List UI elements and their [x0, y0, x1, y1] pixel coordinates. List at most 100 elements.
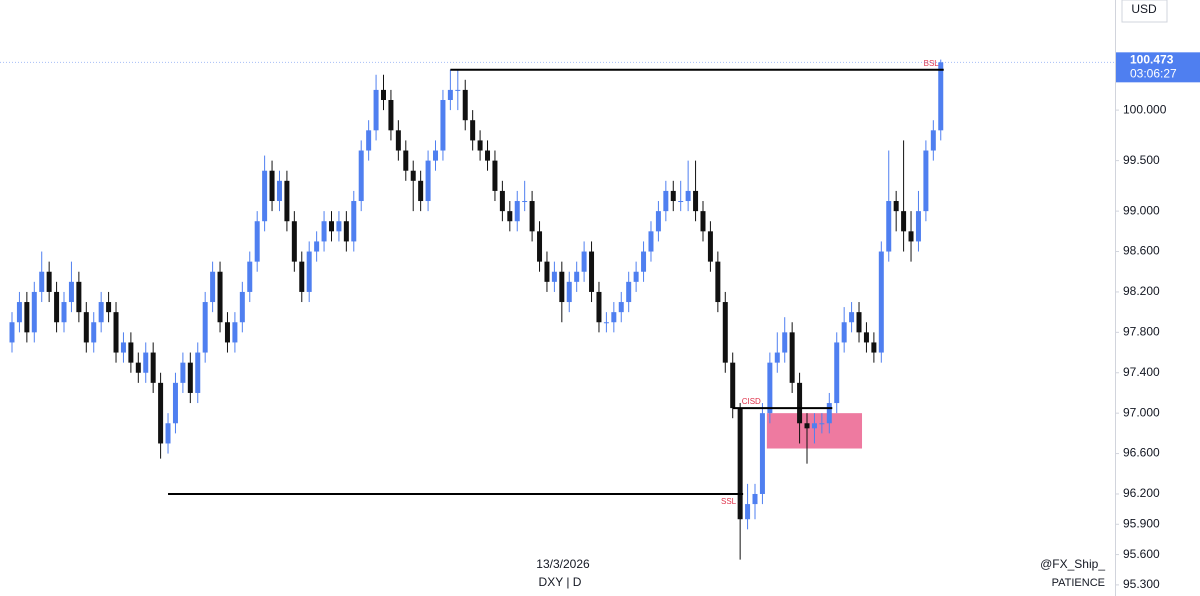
- candle-body: [165, 423, 171, 444]
- candle-body: [239, 291, 245, 323]
- candle-body: [544, 261, 550, 282]
- candle-body: [46, 271, 52, 292]
- candle-body: [804, 423, 810, 429]
- candle-body: [849, 312, 855, 323]
- y-tick-label: 100.000: [1123, 102, 1167, 116]
- candle-body: [269, 170, 275, 202]
- y-tick-label: 96.200: [1123, 486, 1160, 500]
- candle-body: [403, 150, 409, 171]
- candle-body: [373, 89, 379, 131]
- candle-body: [499, 190, 505, 212]
- candle-body: [700, 211, 706, 232]
- candle-body: [232, 322, 238, 343]
- candle-body: [745, 504, 751, 520]
- candle-body: [455, 89, 461, 91]
- candle-body: [68, 281, 74, 303]
- candle-body: [113, 312, 119, 353]
- candle-body: [150, 352, 156, 383]
- candle-body: [106, 302, 112, 313]
- candle-body: [24, 302, 30, 333]
- y-tick-label: 98.600: [1123, 244, 1160, 258]
- candle-body: [381, 89, 386, 101]
- candle-body: [641, 251, 647, 272]
- candle-body: [514, 201, 520, 222]
- y-tick-label: 97.400: [1123, 365, 1160, 379]
- candle-body: [663, 190, 669, 212]
- candle-body: [759, 413, 765, 494]
- y-tick-label: 97.000: [1123, 405, 1160, 419]
- candle-body: [39, 271, 45, 292]
- y-tick-label: 95.900: [1123, 516, 1160, 530]
- level-label: CISD: [742, 397, 761, 406]
- currency-box[interactable]: [1121, 0, 1168, 23]
- date-label: 13/3/2026: [536, 557, 590, 571]
- candle-body: [247, 261, 253, 292]
- candle-body: [187, 362, 193, 393]
- candle-body: [685, 190, 691, 202]
- candle-body: [217, 271, 223, 323]
- candle-body: [447, 89, 453, 101]
- candle-body: [321, 221, 327, 242]
- candle-body: [31, 291, 37, 333]
- candle-body: [901, 211, 907, 232]
- candle-body: [507, 211, 513, 222]
- candle-body: [908, 231, 914, 242]
- candle-body: [618, 302, 624, 313]
- candle-body: [626, 281, 632, 303]
- candle-body: [752, 493, 758, 505]
- candle-body: [767, 362, 773, 414]
- candle-body: [433, 150, 439, 161]
- candle-body: [314, 241, 320, 252]
- candle-body: [54, 291, 60, 323]
- currency[interactable]: USD: [1131, 2, 1157, 16]
- candle-body: [202, 302, 208, 353]
- candle-body: [678, 201, 684, 203]
- candle-body: [143, 352, 149, 373]
- candle-body: [262, 170, 268, 222]
- candle-body: [336, 221, 342, 232]
- candle-body: [351, 201, 357, 242]
- candle-body: [195, 352, 201, 393]
- candle-body: [938, 62, 944, 131]
- candle-body: [611, 312, 617, 323]
- candle-body: [886, 201, 892, 252]
- candle-body: [789, 332, 795, 383]
- candle-body: [819, 423, 825, 425]
- candle-body: [410, 170, 416, 181]
- candle-body: [670, 190, 676, 202]
- candle-body: [343, 221, 349, 242]
- candle-body: [120, 342, 126, 353]
- candle-body: [811, 423, 817, 429]
- candle-body: [128, 342, 134, 363]
- candle-body: [551, 271, 557, 282]
- candle-body: [722, 302, 728, 363]
- candle-body: [358, 150, 364, 202]
- candle-body: [915, 211, 921, 242]
- y-tick-label: 96.600: [1123, 446, 1160, 460]
- candle-body: [16, 302, 22, 323]
- candle-body: [61, 302, 67, 323]
- candle-body: [328, 221, 334, 232]
- candle-body: [440, 100, 446, 151]
- candle-body: [306, 251, 312, 292]
- y-tick-label: 99.500: [1123, 153, 1160, 167]
- candle-body: [596, 291, 602, 323]
- candle-body: [477, 140, 483, 151]
- candle-body: [224, 322, 230, 343]
- candle-body: [603, 322, 609, 324]
- last-price-tag: [1116, 52, 1200, 83]
- candle-body: [730, 362, 736, 409]
- symbol: DXY | D: [539, 575, 582, 589]
- candle-body: [492, 160, 498, 191]
- candle-body: [589, 251, 595, 292]
- candle-body: [76, 281, 82, 313]
- candle-body: [715, 261, 721, 303]
- candle-body: [826, 403, 832, 424]
- candle-body: [462, 89, 468, 121]
- candle-body: [841, 322, 847, 343]
- candle-body: [388, 100, 394, 131]
- candle-body: [425, 160, 431, 202]
- caption: PATIENCE: [1052, 577, 1105, 589]
- candle-body: [648, 231, 654, 252]
